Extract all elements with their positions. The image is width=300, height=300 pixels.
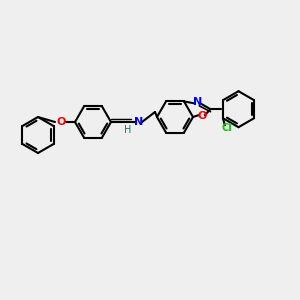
Text: O: O	[197, 111, 206, 121]
Text: Cl: Cl	[221, 123, 232, 133]
Text: H: H	[124, 125, 132, 135]
Text: N: N	[193, 97, 202, 107]
Text: O: O	[56, 117, 66, 127]
Text: N: N	[134, 117, 144, 127]
